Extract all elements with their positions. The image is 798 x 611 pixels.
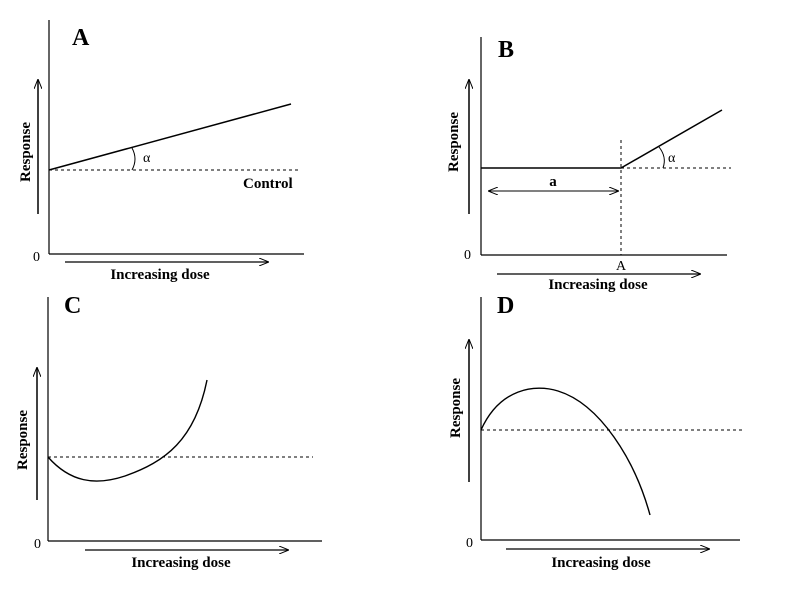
panel-b-threshold-point-label: A <box>616 259 627 274</box>
panel-b: B Response Increasing dose 0 α a A <box>446 37 731 293</box>
panel-a-x-label: Increasing dose <box>110 267 210 283</box>
panel-d-x-label: Increasing dose <box>551 555 651 571</box>
panel-a: A Response Increasing dose 0 α Control <box>18 20 304 283</box>
panel-a-response-line <box>48 103 292 171</box>
panel-a-control-label: Control <box>243 176 293 192</box>
panel-b-x-label: Increasing dose <box>548 277 648 293</box>
panel-d-origin-zero: 0 <box>466 536 473 551</box>
panel-b-threshold-span-label: a <box>549 174 557 190</box>
panel-b-y-label: Response <box>446 112 462 172</box>
panel-b-origin-zero: 0 <box>464 248 471 263</box>
panel-b-letter: B <box>498 37 514 63</box>
panel-a-letter: A <box>72 25 90 51</box>
panel-c: C Response Increasing dose 0 <box>15 293 322 571</box>
panel-d-y-label: Response <box>448 378 464 438</box>
panel-b-response-line <box>481 109 723 169</box>
panel-c-origin-zero: 0 <box>34 537 41 552</box>
panel-c-letter: C <box>64 293 81 319</box>
panel-d: D Response Increasing dose 0 <box>448 293 743 571</box>
panel-c-y-label: Response <box>15 410 31 470</box>
panel-d-letter: D <box>497 293 514 319</box>
panel-a-y-label: Response <box>18 122 34 182</box>
panel-a-origin-zero: 0 <box>33 250 40 265</box>
panel-b-angle-arc <box>658 146 665 169</box>
panel-b-angle-symbol: α <box>668 151 676 166</box>
panel-d-inverted-u-curve <box>480 387 651 516</box>
panel-c-u-shaped-curve <box>47 379 208 482</box>
panel-c-x-label: Increasing dose <box>131 555 231 571</box>
panel-a-angle-symbol: α <box>143 151 151 166</box>
panel-a-angle-arc <box>131 147 136 171</box>
